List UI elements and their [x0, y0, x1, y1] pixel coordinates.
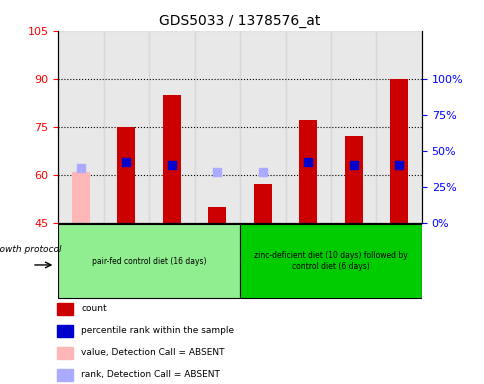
Bar — [240, 31, 285, 223]
Bar — [117, 127, 135, 223]
Point — [394, 162, 402, 168]
Point — [77, 165, 85, 171]
Bar — [57, 325, 73, 337]
Text: zinc-deficient diet (10 days) followed by
control diet (6 days): zinc-deficient diet (10 days) followed b… — [254, 252, 407, 271]
FancyBboxPatch shape — [58, 224, 240, 298]
Text: value, Detection Call = ABSENT: value, Detection Call = ABSENT — [81, 348, 225, 357]
Bar — [149, 31, 194, 223]
Bar — [104, 31, 149, 223]
Bar — [58, 31, 104, 223]
Text: percentile rank within the sample: percentile rank within the sample — [81, 326, 234, 335]
Bar — [57, 347, 73, 359]
Bar — [208, 207, 226, 223]
Bar — [57, 369, 73, 381]
Bar — [344, 136, 362, 223]
FancyBboxPatch shape — [240, 224, 421, 298]
Bar — [330, 31, 376, 223]
Point — [349, 162, 357, 168]
Point — [304, 159, 312, 165]
Point — [122, 159, 130, 165]
Text: pair-fed control diet (16 days): pair-fed control diet (16 days) — [91, 257, 206, 266]
Bar — [57, 303, 73, 315]
Bar — [163, 95, 181, 223]
Point — [167, 162, 175, 168]
Bar — [253, 184, 272, 223]
Bar — [299, 120, 317, 223]
Text: rank, Detection Call = ABSENT: rank, Detection Call = ABSENT — [81, 370, 220, 379]
Text: growth protocol: growth protocol — [0, 245, 62, 254]
Point — [258, 169, 266, 175]
Bar — [194, 31, 240, 223]
Bar — [285, 31, 330, 223]
Bar — [389, 79, 408, 223]
Text: count: count — [81, 304, 107, 313]
Title: GDS5033 / 1378576_at: GDS5033 / 1378576_at — [159, 14, 320, 28]
Bar — [72, 172, 90, 223]
Bar — [376, 31, 421, 223]
Point — [213, 169, 221, 175]
